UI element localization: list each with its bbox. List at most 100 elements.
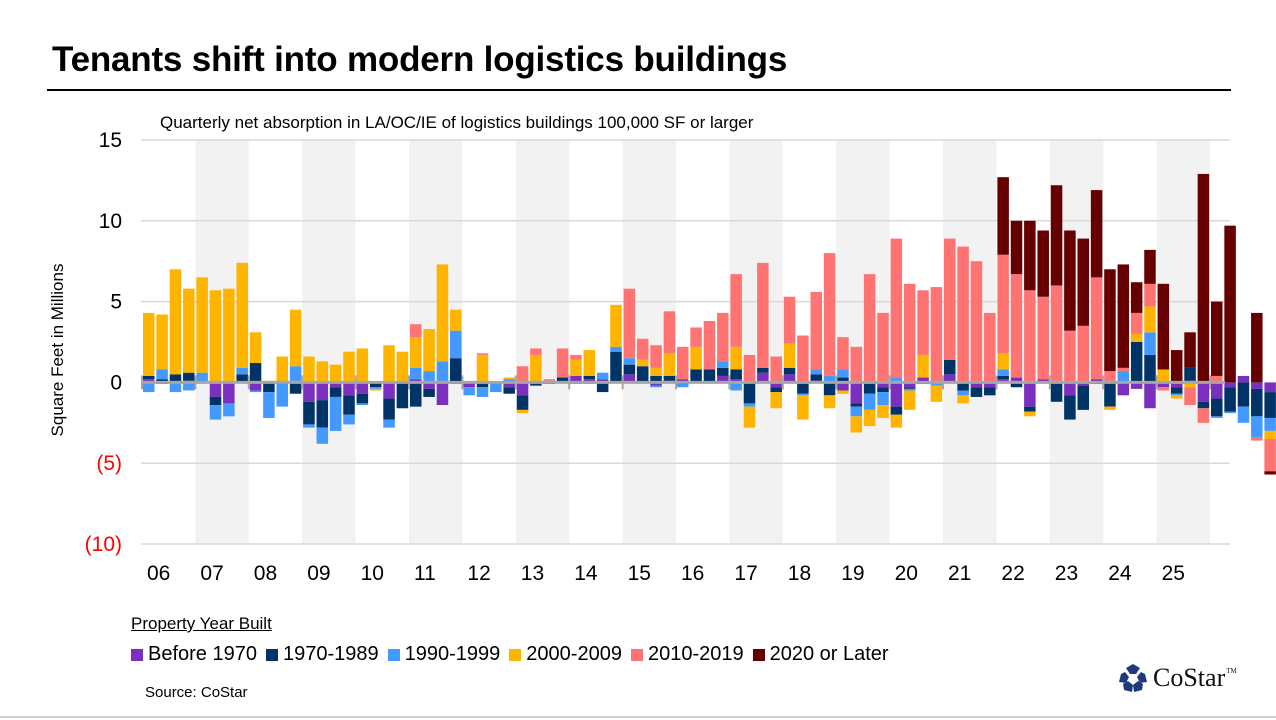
bar-segment (984, 387, 996, 396)
bar-segment (890, 382, 903, 407)
bar-segment (316, 382, 329, 401)
bar-segment (583, 350, 596, 376)
bar-segment (1157, 369, 1170, 383)
year-band (515, 140, 570, 544)
bar-segment (423, 329, 435, 372)
bar-segment (476, 353, 489, 355)
bar-segment (236, 374, 248, 383)
bar-segment (930, 382, 943, 386)
bar-segment (1144, 249, 1156, 284)
bar-segment (1237, 382, 1250, 407)
bar-segment (743, 354, 756, 383)
bar-stack (516, 366, 529, 414)
bar-segment (1077, 385, 1089, 410)
bar-segment (1184, 332, 1196, 368)
bar-segment (957, 395, 969, 404)
bar-segment (1130, 333, 1143, 342)
bar-stack (690, 327, 702, 383)
bar-segment (476, 384, 489, 388)
bar-segment (1104, 269, 1116, 372)
bar-segment (730, 382, 742, 391)
chart-plot: 15 10 5 0 (5) (10) 06 07 08 09 10 11 12 13 14 15 16 17 18… (85, 129, 1276, 585)
bar-segment (209, 396, 222, 406)
bar-segment (690, 327, 702, 347)
year-band (302, 140, 356, 544)
bar-segment (316, 427, 329, 444)
bar-stack (1157, 283, 1170, 391)
legend-title: Property Year Built (131, 614, 272, 633)
bar-segment (1184, 382, 1196, 388)
bar-segment (717, 361, 729, 368)
bar-stack (1170, 350, 1183, 399)
legend-label: 1990-1999 (404, 643, 501, 665)
bar-stack (863, 274, 876, 427)
bar-stack (917, 290, 929, 385)
bar-segment (396, 351, 409, 383)
chart-subtitle: Quarterly net absorption in LA/OC/IE of … (160, 113, 754, 132)
bar-segment (303, 382, 315, 402)
bar-segment (823, 253, 836, 376)
bar-segment (249, 382, 262, 391)
bar-segment (997, 254, 1009, 354)
bar-segment (1251, 416, 1263, 438)
bar-stack (1237, 375, 1250, 423)
bar-stack (1211, 301, 1223, 418)
bar-segment (1024, 220, 1036, 291)
bar-segment (316, 400, 329, 428)
bar-segment (143, 382, 155, 393)
bar-segment (436, 361, 449, 381)
bar-stack (450, 309, 462, 385)
bar-segment (1117, 367, 1130, 372)
x-tick-label: 25 (1162, 562, 1185, 585)
bar-segment (530, 348, 542, 355)
footer-divider (0, 716, 1276, 718)
bar-segment (1264, 417, 1276, 431)
bar-segment (383, 398, 395, 420)
bar-segment (276, 384, 288, 407)
x-tick-label: 21 (948, 562, 971, 585)
bar-segment (810, 291, 822, 370)
bar-segment (436, 382, 449, 406)
bar-segment (703, 369, 716, 383)
bar-segment (877, 312, 889, 383)
bar-stack (369, 382, 382, 391)
bar-segment (196, 277, 208, 373)
bar-stack (223, 288, 235, 417)
bar-segment (917, 377, 929, 383)
bar-stack (423, 329, 435, 397)
bar-stack (1130, 282, 1143, 389)
bar-segment (530, 382, 542, 386)
bar-segment (610, 346, 622, 352)
bar-stack (196, 277, 208, 383)
bar-segment (1264, 471, 1276, 475)
bar-segment (249, 332, 262, 364)
y-tick-label: 10 (99, 210, 122, 233)
bar-segment (917, 354, 929, 378)
bar-stack (984, 312, 996, 396)
legend-item: 1990-1999 (387, 643, 501, 666)
bar-stack (1010, 220, 1023, 388)
bar-segment (503, 387, 515, 394)
bar-segment (423, 382, 435, 389)
bar-segment (383, 382, 395, 399)
bar-segment (423, 388, 435, 397)
bar-stack (570, 354, 582, 385)
bar-stack (877, 312, 889, 418)
bar-stack (636, 338, 649, 383)
bar-segment (770, 392, 782, 409)
bar-segment (1117, 371, 1130, 383)
legend-label: 2010-2019 (647, 643, 744, 665)
bar-segment (997, 379, 1009, 383)
bar-segment (1144, 354, 1156, 383)
bar-segment (436, 264, 449, 362)
bar-segment (1237, 375, 1250, 383)
bar-stack (410, 324, 422, 407)
bar-stack (1024, 220, 1036, 417)
bar-segment (1184, 387, 1196, 406)
bar-segment (997, 177, 1009, 255)
bar-segment (1211, 375, 1223, 383)
bar-segment (944, 374, 956, 383)
bar-segment (823, 395, 836, 409)
bar-segment (1157, 283, 1170, 370)
bar-stack (249, 332, 262, 393)
